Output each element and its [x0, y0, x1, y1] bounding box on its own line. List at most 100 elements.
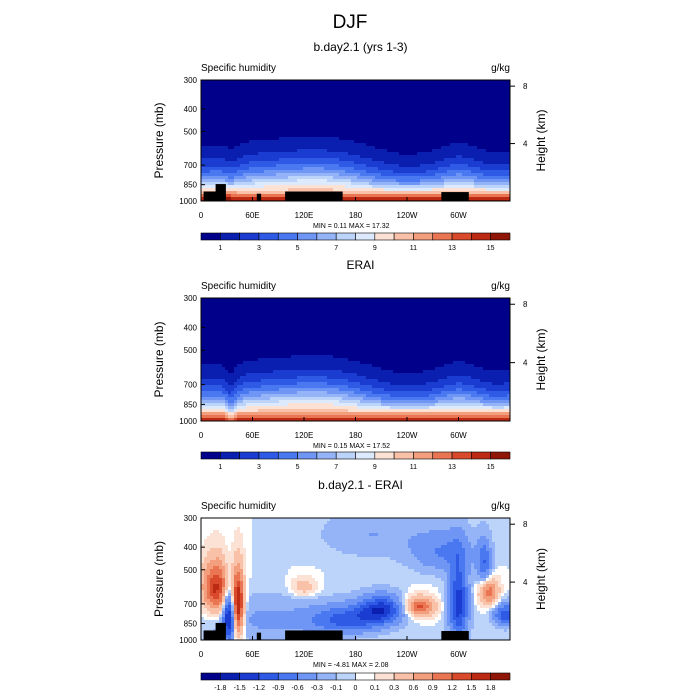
contour-band [240, 590, 244, 594]
contour-band [399, 596, 403, 600]
contour-band [381, 367, 436, 371]
contour-band [201, 560, 205, 564]
y-tick-label: 500 [184, 127, 198, 136]
terrain-africa [203, 630, 226, 640]
contour-band [201, 409, 226, 413]
contour-band [237, 548, 241, 552]
contour-band [492, 608, 496, 612]
contour-band [291, 581, 298, 585]
contour-band [435, 173, 457, 177]
contour-band [228, 391, 232, 395]
contour-band [474, 599, 478, 603]
contour-band [375, 176, 442, 180]
contour-band [225, 617, 232, 621]
contour-band [492, 557, 496, 561]
x-tick-label: 60W [450, 650, 467, 659]
contour-band [234, 551, 241, 555]
contour-band [462, 584, 466, 588]
contour-band [234, 590, 238, 594]
contour-band [225, 367, 235, 371]
contour-band [453, 602, 457, 606]
contour-band [345, 185, 373, 189]
contour-band [366, 164, 400, 168]
contour-band [504, 590, 508, 594]
contour-band [264, 170, 346, 174]
contour-band [441, 176, 478, 180]
contour-band [228, 146, 235, 150]
contour-band [342, 551, 412, 555]
contour-band [237, 418, 510, 421]
right-tick-label: 8 [523, 300, 528, 309]
contour-band [201, 530, 214, 534]
colorbar-swatch [393, 672, 414, 681]
colorbar-label: 1.5 [467, 685, 477, 692]
contour-band [474, 608, 478, 612]
contour-band [246, 584, 250, 588]
contour-band [225, 409, 229, 413]
contour-band [492, 572, 510, 576]
contour-band [237, 403, 247, 407]
contour-band [219, 584, 223, 588]
contour-band [501, 596, 508, 600]
contour-band [399, 164, 421, 168]
contour-band [492, 560, 496, 564]
contour-band [315, 590, 322, 594]
contour-band [330, 620, 385, 624]
contour-band [321, 533, 370, 537]
contour-band [225, 581, 229, 585]
contour-band [201, 128, 510, 132]
contour-band [201, 313, 510, 317]
contour-band [438, 400, 481, 404]
contour-band [402, 602, 406, 606]
contour-band [321, 536, 412, 540]
contour-band [228, 563, 232, 567]
contour-band [450, 566, 457, 570]
contour-band [474, 602, 478, 606]
colorbar-label: 11 [410, 464, 417, 471]
contour-band [291, 355, 334, 359]
contour-band [201, 578, 205, 582]
contour-band [252, 542, 328, 546]
contour-band [465, 551, 481, 555]
contour-band [327, 391, 355, 395]
contour-band [465, 557, 481, 561]
contour-band [399, 605, 403, 609]
contour-band [444, 602, 448, 606]
contour-band [474, 185, 510, 189]
contour-band [243, 575, 247, 579]
contour-band [252, 527, 325, 531]
contour-band [408, 614, 412, 618]
contour-band [468, 518, 510, 522]
contour-band [474, 364, 510, 368]
contour-band [243, 560, 247, 564]
contour-band [234, 629, 238, 633]
contour-band [213, 530, 220, 534]
colorbar-label: -1.5 [234, 685, 246, 692]
contour-band [201, 581, 205, 585]
contour-band [414, 554, 439, 558]
colorbar-swatch [316, 451, 337, 460]
contour-band [477, 176, 510, 180]
contour-band [228, 403, 235, 407]
contour-band [204, 578, 208, 582]
contour-band [462, 382, 493, 386]
contour-band [237, 614, 241, 618]
contour-band [456, 155, 463, 159]
contour-band [474, 596, 478, 600]
contour-band [201, 167, 250, 171]
contour-band [231, 602, 235, 606]
contour-band [201, 352, 510, 356]
contour-band [252, 563, 403, 567]
contour-band [402, 611, 406, 615]
contour-band [444, 614, 448, 618]
contour-band [456, 173, 463, 177]
contour-band [381, 629, 400, 633]
contour-band [489, 578, 493, 582]
contour-band [330, 518, 469, 522]
contour-band [234, 566, 241, 570]
contour-band [243, 533, 253, 537]
contour-band [219, 617, 223, 621]
contour-band [453, 626, 466, 630]
contour-band [405, 605, 409, 609]
contour-band [495, 590, 502, 594]
